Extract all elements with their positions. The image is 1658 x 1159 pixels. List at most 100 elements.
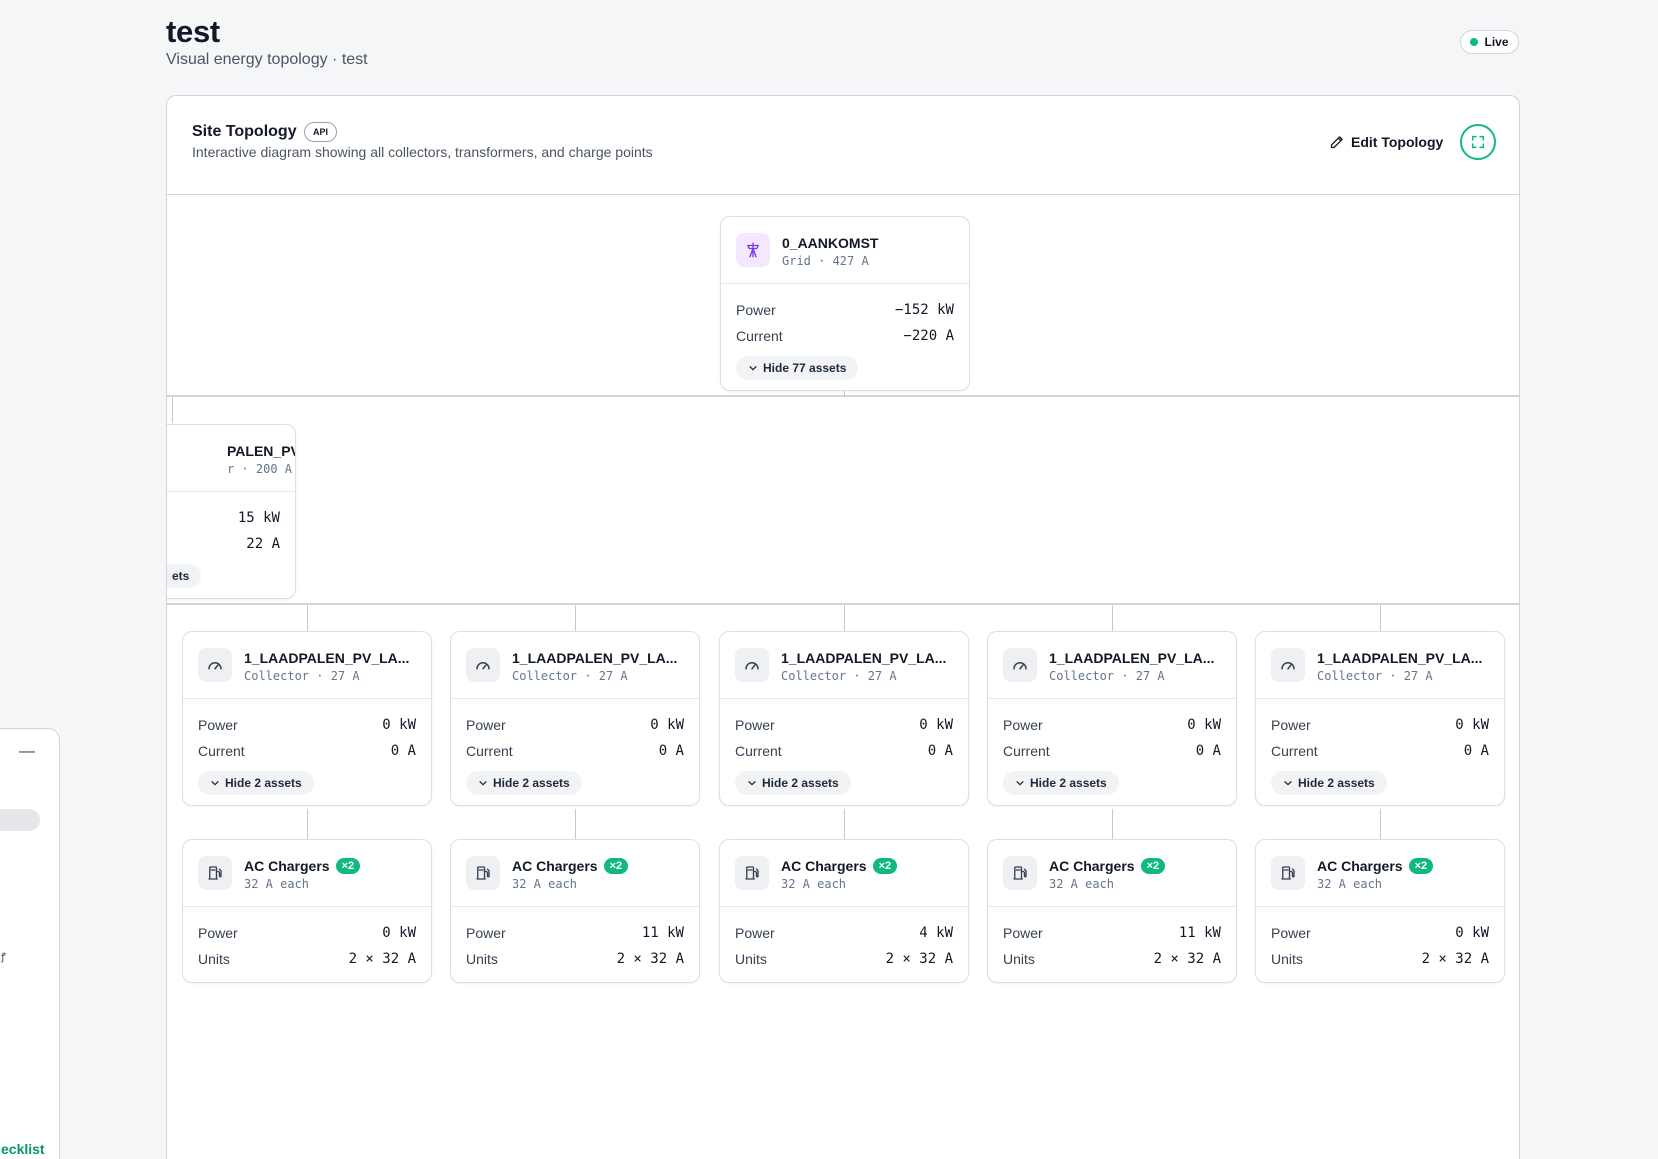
power-label: Power — [735, 925, 775, 941]
power-label: Power — [198, 925, 238, 941]
connector-line — [575, 809, 576, 839]
units-value: 2 × 32 A — [616, 951, 684, 967]
current-value: 0 A — [927, 743, 953, 759]
power-label: Power — [735, 717, 775, 733]
collector-node[interactable]: 1_LAADPALEN_PV_LA... Collector · 27 A Po… — [450, 631, 700, 806]
charger-group-node[interactable]: AC Chargers ×2 32 A each Power 0 kW Units 2… — [1255, 839, 1505, 983]
current-value: 0 A — [1195, 743, 1221, 759]
power-value: 4 kW — [919, 925, 953, 941]
node-subtitle: 32 A each — [1049, 877, 1115, 891]
grid-node[interactable]: 0_AANKOMST Grid · 427 A Power −152 kW Cur… — [720, 216, 970, 391]
node-subtitle: r · 200 A — [227, 462, 293, 476]
connector-line — [844, 605, 845, 631]
units-value: 2 × 32 A — [885, 951, 953, 967]
connector-line — [172, 397, 173, 423]
fuel-pump-icon — [1271, 856, 1305, 890]
hide-assets-toggle[interactable]: Hide 77 assets — [736, 356, 859, 380]
collector-node[interactable]: 1_LAADPALEN_PV_LA... Collector · 27 A Po… — [987, 631, 1237, 806]
current-label: Current — [1003, 743, 1050, 759]
count-badge: ×2 — [335, 858, 361, 874]
checklist-link[interactable]: ecklist — [1, 1141, 45, 1157]
power-value: −152 kW — [894, 302, 954, 318]
charger-group-node[interactable]: AC Chargers ×2 32 A each Power 0 kW Units 2… — [182, 839, 432, 983]
chevron-down-icon — [1016, 781, 1024, 786]
edit-topology-button[interactable]: Edit Topology — [1329, 130, 1443, 154]
fuel-pump-icon — [198, 856, 232, 890]
connector-line — [1380, 605, 1381, 631]
current-label: Current — [735, 743, 782, 759]
hide-assets-label: Hide 2 assets — [1298, 776, 1375, 790]
power-value: 0 kW — [1455, 717, 1489, 733]
current-label: Current — [1271, 743, 1318, 759]
node-subtitle: Collector · 27 A — [781, 669, 897, 683]
gauge-icon — [1271, 648, 1305, 682]
hide-assets-toggle[interactable]: Hide 2 assets — [1003, 771, 1119, 795]
hide-assets-label: Hide 2 assets — [225, 776, 302, 790]
power-value: 0 kW — [1187, 717, 1221, 733]
chevron-down-icon — [479, 781, 487, 786]
hide-assets-label: Hide 77 assets — [763, 361, 847, 375]
fuel-pump-icon — [466, 856, 500, 890]
topology-canvas[interactable]: 0_AANKOMST Grid · 427 A Power −152 kW Cur… — [167, 195, 1519, 1159]
node-subtitle: 32 A each — [781, 877, 847, 891]
units-label: Units — [1003, 951, 1035, 967]
tier-divider — [167, 603, 1519, 605]
node-title-row: AC Chargers ×2 — [244, 858, 361, 874]
node-subtitle: Collector · 27 A — [1049, 669, 1165, 683]
units-value: 2 × 32 A — [348, 951, 416, 967]
node-name: AC Chargers — [781, 858, 867, 874]
charger-group-node[interactable]: AC Chargers ×2 32 A each Power 11 kW Units… — [987, 839, 1237, 983]
power-label: Power — [1271, 717, 1311, 733]
charger-group-node[interactable]: AC Chargers ×2 32 A each Power 11 kW Units… — [450, 839, 700, 983]
power-value: 0 kW — [919, 717, 953, 733]
node-title-row: AC Chargers ×2 — [1049, 858, 1166, 874]
hide-assets-toggle[interactable]: Hide 2 assets — [1271, 771, 1387, 795]
hide-assets-toggle[interactable]: Hide 2 assets — [466, 771, 582, 795]
panel-title: Site Topology — [192, 123, 297, 140]
chevron-down-icon — [749, 366, 757, 371]
hide-assets-label: ets — [172, 569, 190, 583]
collector-node[interactable]: 1_LAADPALEN_PV_LA... Collector · 27 A Po… — [1255, 631, 1505, 806]
live-status-badge: Live — [1460, 30, 1519, 54]
topology-panel: Site Topology API Interactive diagram sh… — [166, 95, 1520, 1159]
minimize-icon[interactable]: — — [19, 743, 35, 760]
charger-group-node[interactable]: AC Chargers ×2 32 A each Power 4 kW Units 2… — [719, 839, 969, 983]
side-mark: ꝭ — [1, 952, 6, 963]
page-subtitle: Visual energy topology · test — [166, 51, 368, 68]
node-name: 1_LAADPALEN_PV_LA... — [244, 650, 410, 666]
connector-line — [307, 605, 308, 631]
hide-assets-toggle[interactable]: Hide 2 assets — [198, 771, 314, 795]
edit-topology-label: Edit Topology — [1351, 134, 1444, 150]
node-name: AC Chargers — [1317, 858, 1403, 874]
current-value: 0 A — [390, 743, 416, 759]
chevron-down-icon — [211, 781, 219, 786]
fuel-pump-icon — [1003, 856, 1037, 890]
transmission-tower-icon — [736, 233, 770, 267]
current-value: −220 A — [903, 328, 954, 344]
units-label: Units — [1271, 951, 1303, 967]
power-value: 15 kW — [237, 510, 280, 526]
power-value: 0 kW — [382, 717, 416, 733]
gauge-icon — [735, 648, 769, 682]
node-subtitle: Collector · 27 A — [512, 669, 628, 683]
collector-node[interactable]: 1_LAADPALEN_PV_LA... Collector · 27 A Po… — [182, 631, 432, 806]
power-label: Power — [466, 717, 506, 733]
node-subtitle: Collector · 27 A — [244, 669, 360, 683]
hide-assets-toggle[interactable]: ets — [167, 564, 202, 588]
power-label: Power — [1271, 925, 1311, 941]
node-subtitle: 32 A each — [244, 877, 310, 891]
node-subtitle: 32 A each — [1317, 877, 1383, 891]
node-title-row: AC Chargers ×2 — [781, 858, 898, 874]
current-value: 0 A — [1463, 743, 1489, 759]
units-label: Units — [466, 951, 498, 967]
transformer-node[interactable]: PALEN_PV r · 200 A 15 kW 22 A ets — [167, 424, 296, 599]
current-label: Current — [736, 328, 783, 344]
power-value: 0 kW — [382, 925, 416, 941]
hide-assets-toggle[interactable]: Hide 2 assets — [735, 771, 851, 795]
page-title: test — [166, 14, 220, 49]
progress-pill — [0, 809, 40, 831]
gauge-icon — [198, 648, 232, 682]
fullscreen-button[interactable] — [1460, 124, 1496, 160]
node-name: 1_LAADPALEN_PV_LA... — [512, 650, 678, 666]
collector-node[interactable]: 1_LAADPALEN_PV_LA... Collector · 27 A Po… — [719, 631, 969, 806]
